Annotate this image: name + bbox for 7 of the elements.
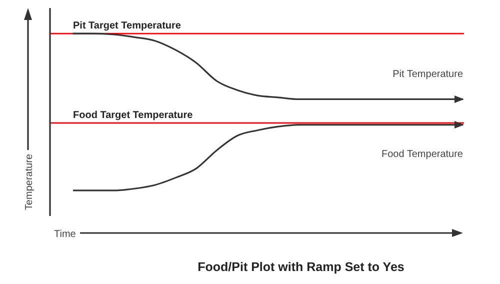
text: Food Temperature [381,148,464,160]
x-axis-title: Time [54,229,76,240]
ref-line-label: Pit Target Temperature [73,20,182,32]
y-axis-title: Temperature [24,153,35,210]
ref-line-label: Food Target Temperature [73,110,194,121]
text: Food/Pit Plot with Ramp Set to Yes [198,260,404,274]
series-label: Pit Temperature [392,69,464,80]
